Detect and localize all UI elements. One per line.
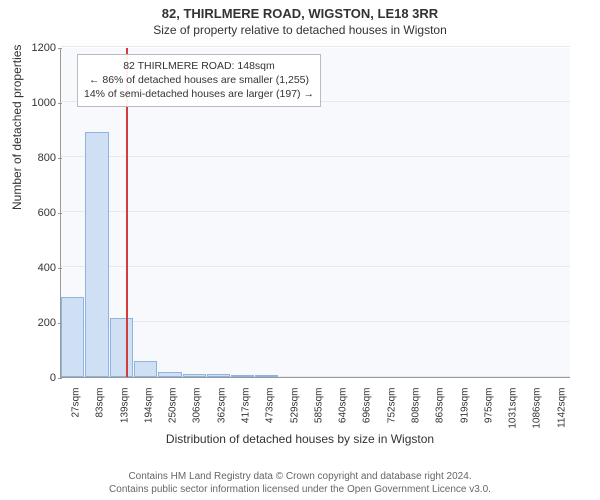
histogram-bar — [134, 361, 157, 378]
x-tick-label: 27sqm — [70, 388, 81, 418]
histogram-bar — [85, 132, 108, 377]
x-tick-label: 919sqm — [459, 388, 470, 424]
gridline — [61, 46, 570, 47]
x-tick-label: 194sqm — [143, 388, 154, 424]
page-subtitle: Size of property relative to detached ho… — [0, 21, 600, 37]
plot-area: 82 THIRLMERE ROAD: 148sqm ← 86% of detac… — [60, 48, 570, 378]
y-tick-label: 800 — [16, 152, 56, 164]
x-tick-label: 585sqm — [314, 388, 325, 424]
y-tick-label: 400 — [16, 262, 56, 274]
histogram-bar — [255, 375, 278, 377]
x-tick-label: 640sqm — [337, 388, 348, 424]
footer-line: Contains public sector information licen… — [0, 483, 600, 496]
annotation-line: 82 THIRLMERE ROAD: 148sqm — [84, 59, 314, 73]
x-tick-label: 306sqm — [192, 388, 203, 424]
x-tick-label: 1086sqm — [532, 388, 543, 429]
x-axis-label: Distribution of detached houses by size … — [0, 432, 600, 446]
gridline — [61, 156, 570, 157]
x-tick-label: 139sqm — [119, 388, 130, 424]
x-tick-label: 752sqm — [386, 388, 397, 424]
x-tick-label: 83sqm — [95, 388, 106, 418]
x-tick-label: 362sqm — [216, 388, 227, 424]
x-tick-label: 1142sqm — [556, 388, 567, 428]
x-tick-label: 250sqm — [167, 388, 178, 424]
x-tick-label: 1031sqm — [508, 388, 519, 429]
y-tick-label: 0 — [16, 372, 56, 384]
y-tick-label: 1200 — [16, 42, 56, 54]
gridline — [61, 321, 570, 322]
x-tick-label: 696sqm — [362, 388, 373, 424]
histogram-bar — [231, 375, 254, 377]
histogram-bar — [158, 372, 181, 378]
y-tick-label: 200 — [16, 317, 56, 329]
annotation-line: ← 86% of detached houses are smaller (1,… — [84, 73, 314, 87]
gridline — [61, 266, 570, 267]
histogram-bar — [183, 374, 206, 377]
histogram-bar — [207, 374, 230, 377]
y-axis-label: Number of detached properties — [10, 45, 24, 210]
attribution-footer: Contains HM Land Registry data © Crown c… — [0, 470, 600, 496]
annotation-line: 14% of semi-detached houses are larger (… — [84, 87, 314, 101]
y-tick-label: 600 — [16, 207, 56, 219]
annotation-box: 82 THIRLMERE ROAD: 148sqm ← 86% of detac… — [77, 54, 321, 107]
histogram-bar — [61, 297, 84, 377]
footer-line: Contains HM Land Registry data © Crown c… — [0, 470, 600, 483]
y-tick-label: 1000 — [16, 97, 56, 109]
histogram-bar — [110, 318, 133, 377]
x-tick-label: 417sqm — [240, 388, 251, 424]
gridline — [61, 211, 570, 212]
x-tick-label: 529sqm — [289, 388, 300, 424]
x-tick-label: 863sqm — [435, 388, 446, 424]
page-title: 82, THIRLMERE ROAD, WIGSTON, LE18 3RR — [0, 0, 600, 21]
x-tick-label: 808sqm — [411, 388, 422, 424]
chart: 82 THIRLMERE ROAD: 148sqm ← 86% of detac… — [60, 48, 570, 378]
x-tick-label: 975sqm — [484, 388, 495, 424]
x-tick-label: 473sqm — [265, 388, 276, 424]
